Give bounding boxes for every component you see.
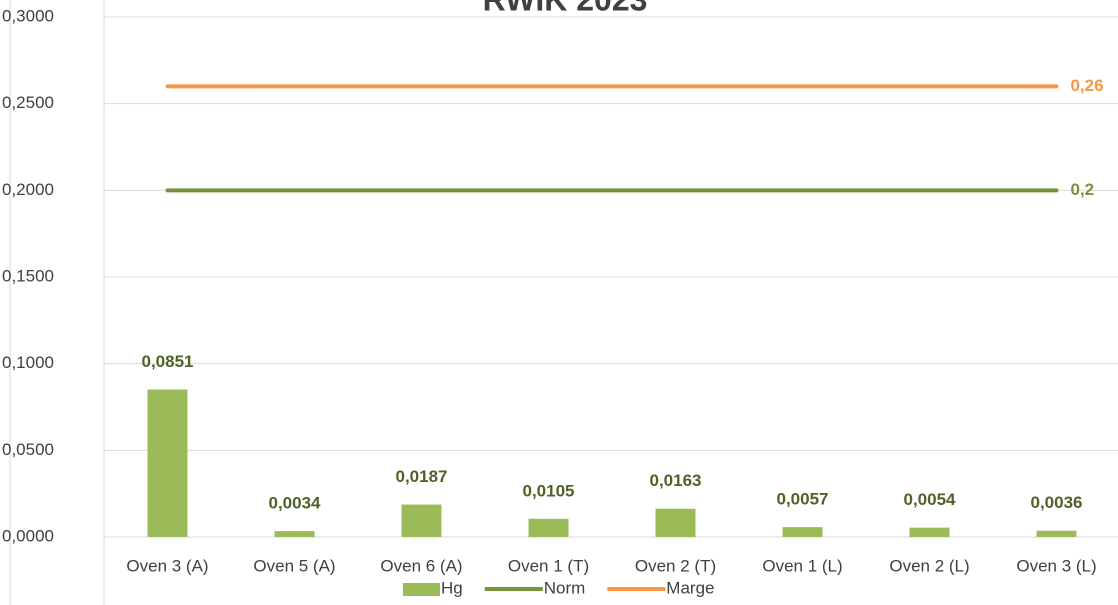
x-tick-label: Oven 2 (L) [889, 556, 969, 575]
x-tick-label: Oven 3 (L) [1016, 556, 1096, 575]
bar [401, 504, 442, 537]
x-tick-label: Oven 1 (L) [762, 556, 842, 575]
data-label: 0,2 [1071, 180, 1095, 199]
data-label: 0,0036 [1031, 493, 1083, 512]
x-tick-label: Oven 5 (A) [253, 556, 335, 575]
y-tick-label: 0,0500 [2, 440, 54, 459]
bar [147, 389, 188, 537]
y-tick-label: 0,1000 [2, 353, 54, 372]
data-label: 0,0034 [269, 494, 322, 513]
x-tick-label: Oven 1 (T) [508, 556, 589, 575]
legend-label: Hg [441, 578, 463, 597]
bar [909, 527, 950, 537]
data-label: 0,0057 [777, 490, 829, 509]
legend-label: Marge [666, 578, 714, 597]
x-tick-label: Oven 6 (A) [380, 556, 462, 575]
x-tick-label: Oven 2 (T) [635, 556, 716, 575]
legend-label: Norm [544, 578, 586, 597]
bar [528, 518, 569, 537]
data-label: 0,0851 [142, 352, 194, 371]
x-tick-label: Oven 3 (A) [126, 556, 208, 575]
data-label: 0,0187 [396, 467, 448, 486]
y-tick-label: 0,3000 [2, 6, 54, 25]
data-label: 0,26 [1071, 76, 1104, 95]
bar [1036, 530, 1077, 537]
bar [782, 527, 823, 537]
data-label: 0,0105 [523, 481, 575, 500]
y-tick-label: 0,2000 [2, 180, 54, 199]
data-label: 0,0054 [904, 490, 957, 509]
bar [655, 508, 696, 537]
y-tick-label: 0,2500 [2, 93, 54, 112]
y-tick-label: 0,0000 [2, 526, 54, 545]
chart-title: RWIK 2023 [483, 0, 648, 17]
bar [274, 531, 315, 537]
data-label: 0,0163 [650, 471, 702, 490]
y-tick-label: 0,1500 [2, 266, 54, 285]
legend-swatch [403, 583, 440, 596]
